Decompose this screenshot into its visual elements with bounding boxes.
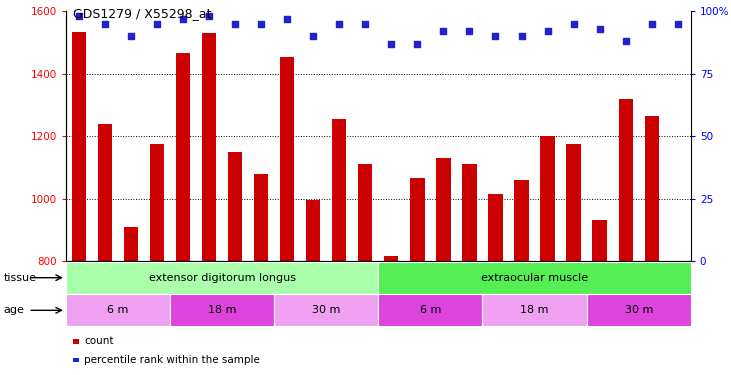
- Bar: [98, 124, 112, 261]
- Bar: [170, 294, 274, 326]
- Point: [412, 41, 423, 47]
- Point: [307, 33, 319, 39]
- Bar: [72, 32, 86, 261]
- Bar: [378, 262, 691, 294]
- Bar: [645, 116, 659, 261]
- Text: count: count: [84, 336, 113, 346]
- Text: extraocular muscle: extraocular muscle: [481, 273, 588, 283]
- Point: [620, 38, 632, 44]
- Bar: [385, 256, 398, 261]
- Bar: [586, 294, 691, 326]
- Bar: [488, 194, 503, 261]
- Text: 6 m: 6 m: [420, 305, 441, 315]
- Bar: [66, 294, 170, 326]
- Bar: [150, 144, 164, 261]
- Text: age: age: [4, 305, 25, 315]
- Text: 18 m: 18 m: [520, 305, 549, 315]
- Point: [463, 28, 475, 34]
- Bar: [176, 53, 190, 261]
- Point: [385, 41, 397, 47]
- Point: [99, 21, 110, 27]
- Bar: [202, 33, 216, 261]
- Bar: [618, 99, 633, 261]
- Point: [125, 33, 137, 39]
- Bar: [515, 180, 529, 261]
- Text: 6 m: 6 m: [107, 305, 129, 315]
- Bar: [332, 119, 346, 261]
- Point: [360, 21, 371, 27]
- Bar: [124, 226, 138, 261]
- Point: [177, 16, 189, 22]
- Point: [151, 21, 163, 27]
- Bar: [593, 220, 607, 261]
- Bar: [254, 174, 268, 261]
- Point: [333, 21, 345, 27]
- Point: [672, 21, 683, 27]
- Point: [646, 21, 658, 27]
- Bar: [66, 262, 378, 294]
- Bar: [306, 200, 320, 261]
- Point: [542, 28, 553, 34]
- Text: extensor digitorum longus: extensor digitorum longus: [148, 273, 295, 283]
- Bar: [280, 57, 295, 261]
- Bar: [567, 144, 580, 261]
- Bar: [540, 136, 555, 261]
- Point: [490, 33, 501, 39]
- Bar: [378, 294, 482, 326]
- Point: [73, 13, 85, 19]
- Bar: [274, 294, 379, 326]
- Text: 30 m: 30 m: [624, 305, 653, 315]
- Text: tissue: tissue: [4, 273, 37, 283]
- Point: [438, 28, 450, 34]
- Text: percentile rank within the sample: percentile rank within the sample: [84, 355, 260, 365]
- Point: [203, 13, 215, 19]
- Point: [281, 16, 293, 22]
- Bar: [228, 152, 242, 261]
- Point: [230, 21, 241, 27]
- Point: [515, 33, 527, 39]
- Point: [594, 26, 605, 32]
- Bar: [482, 294, 586, 326]
- Bar: [410, 178, 425, 261]
- Point: [568, 21, 580, 27]
- Bar: [436, 158, 450, 261]
- Bar: [358, 164, 372, 261]
- Text: 18 m: 18 m: [208, 305, 236, 315]
- Text: 30 m: 30 m: [312, 305, 341, 315]
- Text: GDS1279 / X55298_at: GDS1279 / X55298_at: [73, 8, 211, 21]
- Point: [255, 21, 267, 27]
- Bar: [462, 164, 477, 261]
